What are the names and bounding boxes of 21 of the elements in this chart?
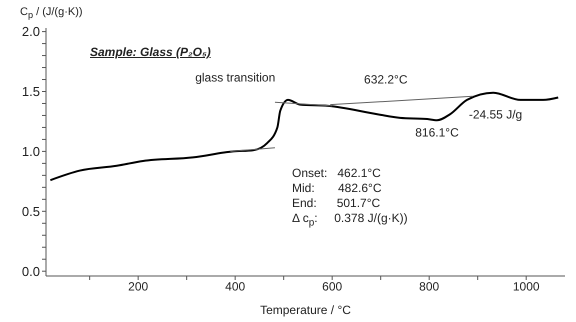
annotation: Onset: 462.1°C [292, 166, 382, 181]
x-tick-label: 800 [419, 280, 440, 294]
x-tick-label: 1000 [512, 280, 540, 294]
y-tick-label: 2.0 [22, 24, 40, 40]
x-tick-label: 200 [128, 280, 148, 294]
annotation: Δ c$_{p}$: 0.378 J/(g·K)) [292, 211, 408, 230]
annotation: 816.1°C [415, 125, 460, 140]
annotation: 632.2°C [364, 72, 408, 86]
y-tick-label: 0.0 [22, 264, 40, 279]
annotation: Mid: 482.6°C [292, 181, 383, 196]
y-axis-title: C$_{p}$ / (J/(g·K)) [20, 6, 83, 20]
x-tick-label: 600 [322, 280, 343, 294]
annotation: End: 501.7°C [292, 196, 382, 211]
annotation: glass transition [195, 70, 276, 84]
x-axis-title: Temperature / °C [260, 303, 352, 317]
text: Sample: Glass (P₂O₅) [90, 45, 211, 59]
annotation: -24.55 J/g [468, 107, 522, 122]
y-tick-label: 1.0 [22, 144, 40, 160]
x-tick-label: 400 [225, 280, 246, 294]
y-tick-label: 1.5 [22, 84, 40, 100]
y-tick-label: 0.5 [22, 204, 40, 219]
